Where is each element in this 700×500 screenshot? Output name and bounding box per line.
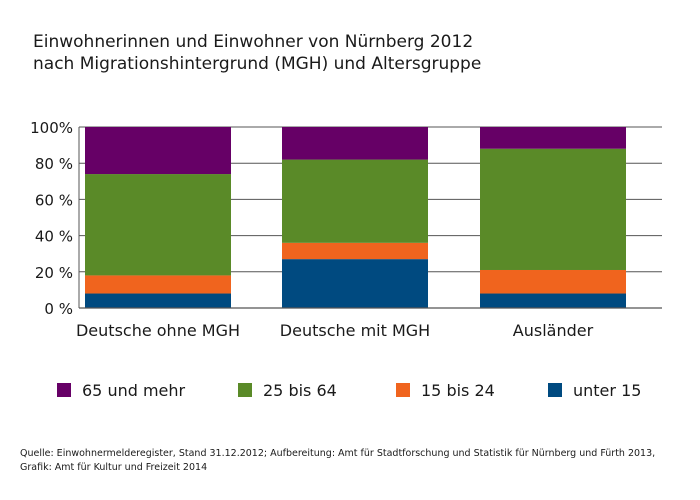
x-tick-labels: Deutsche ohne MGH Deutsche mit MGH Ausländ…	[76, 321, 594, 340]
source-line-2: Grafik: Amt für Kultur und Freizeit 2014	[20, 462, 208, 473]
x-tick-label: Deutsche ohne MGH	[76, 321, 240, 340]
y-tick-label: 60 %	[35, 191, 73, 209]
bar-segment	[85, 127, 231, 175]
legend-swatch	[548, 383, 562, 397]
legend-label: 65 und mehr	[82, 381, 186, 400]
y-tick-labels: 0 % 20 % 40 % 60 % 80 % 100%	[30, 119, 73, 318]
chart-title-line-2: nach Migrationshintergrund (MGH) und Alt…	[33, 54, 482, 74]
legend-swatch	[396, 383, 410, 397]
stacked-bar-chart: 0 % 20 % 40 % 60 % 80 % 100% Deutsche ohne MG…	[30, 119, 662, 400]
y-tick-label: 100%	[30, 119, 73, 137]
bar-segment	[480, 293, 626, 308]
source-line-1: Quelle: Einwohnermelderegister, Stand 31…	[20, 448, 656, 459]
bar-segment	[282, 159, 428, 243]
bar-segment	[480, 127, 626, 149]
legend-swatch	[57, 383, 71, 397]
y-tick-label: 20 %	[35, 264, 73, 282]
x-tick-label: Ausländer	[513, 321, 594, 340]
source-note: Quelle: Einwohnermelderegister, Stand 31…	[20, 447, 690, 475]
y-tick-label: 80 %	[35, 155, 73, 173]
bar-segment	[85, 275, 231, 294]
bar-segment	[85, 174, 231, 276]
bar-segment	[282, 127, 428, 160]
chart-title-line-1: Einwohnerinnen und Einwohner von Nürnber…	[33, 32, 474, 52]
bars	[85, 127, 626, 308]
axes	[78, 127, 662, 309]
legend-swatch	[238, 383, 252, 397]
legend: 65 und mehr 25 bis 64 15 bis 24 unter 15	[57, 381, 641, 400]
bar-segment	[85, 293, 231, 308]
legend-label: unter 15	[573, 381, 641, 400]
x-tick-label: Deutsche mit MGH	[280, 321, 430, 340]
y-tick-label: 0 %	[44, 300, 73, 318]
bar-segment	[480, 148, 626, 270]
bar-segment	[282, 242, 428, 260]
legend-label: 15 bis 24	[421, 381, 495, 400]
y-tick-label: 40 %	[35, 228, 73, 246]
bar-segment	[480, 269, 626, 294]
bar-segment	[282, 259, 428, 308]
chart-title: Einwohnerinnen und Einwohner von Nürnber…	[33, 31, 481, 75]
legend-label: 25 bis 64	[263, 381, 337, 400]
